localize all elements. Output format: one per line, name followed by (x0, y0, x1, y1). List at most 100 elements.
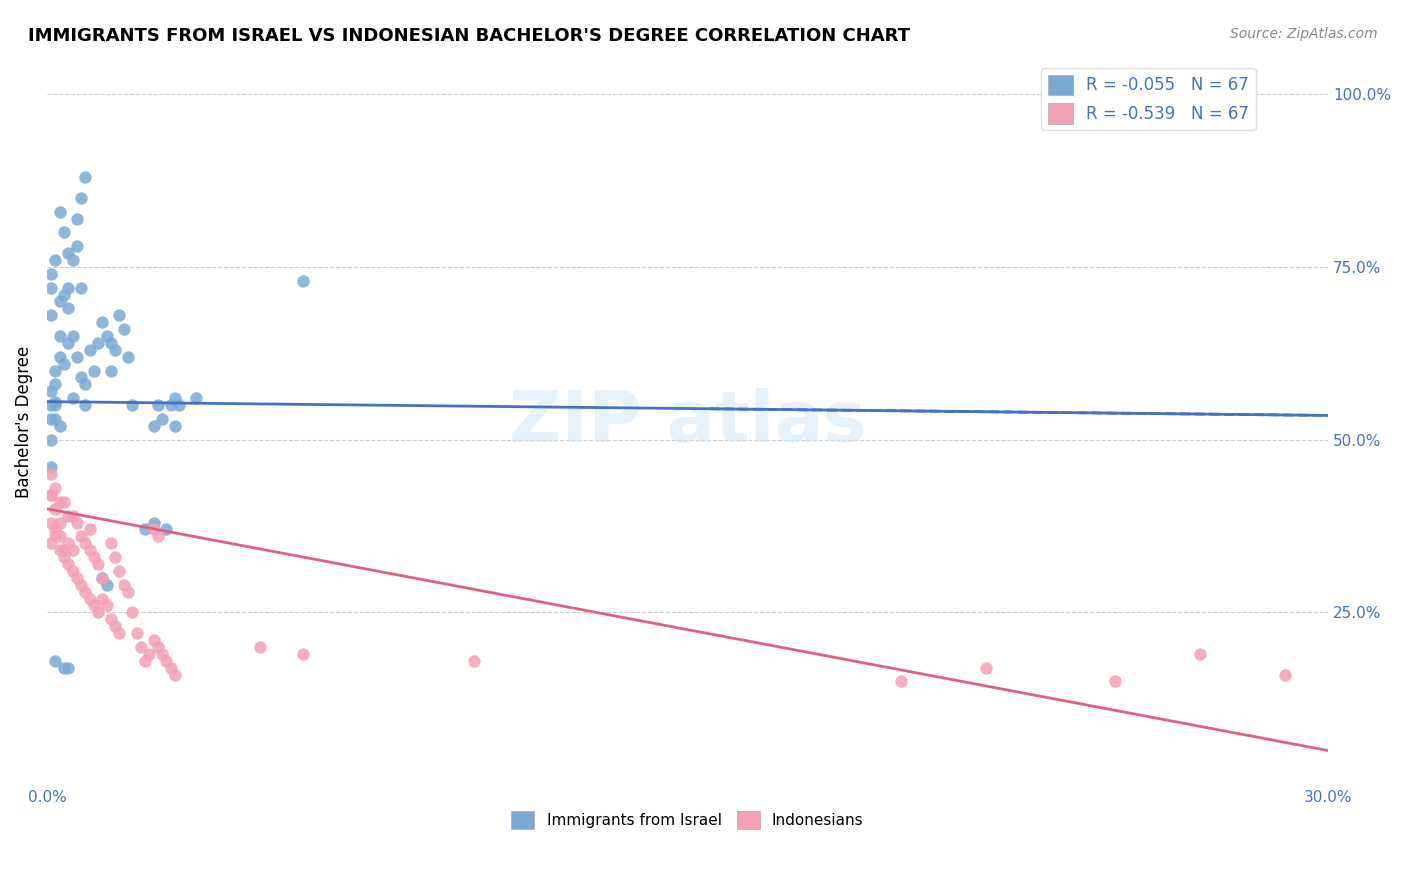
Point (169, 398, 191, 412)
Point (112, 322, 135, 336)
Point (91, 315, 114, 329)
Point (138, 647, 160, 661)
Point (52, 225, 75, 239)
Legend: Immigrants from Israel, Indonesians: Immigrants from Israel, Indonesians (505, 805, 870, 836)
Point (108, 626, 131, 640)
Y-axis label: Bachelor's Degree: Bachelor's Degree (15, 346, 32, 499)
Point (62, 329, 84, 343)
Point (48, 350, 70, 364)
Point (66, 211, 89, 226)
Point (44, 481, 66, 495)
Point (121, 605, 143, 619)
Point (91, 571, 114, 585)
Point (58, 536, 80, 550)
Point (142, 418, 165, 433)
Point (52, 660, 75, 674)
Point (890, 674, 912, 689)
Point (79, 523, 101, 537)
Point (117, 584, 139, 599)
Point (39, 488, 62, 502)
Point (70, 529, 93, 543)
Point (75, 377, 97, 392)
Point (62, 508, 84, 523)
Point (146, 640, 169, 654)
Point (48, 329, 70, 343)
Point (62, 543, 84, 558)
Point (44, 377, 66, 392)
Point (163, 667, 186, 681)
Point (39, 516, 62, 530)
Text: Source: ZipAtlas.com: Source: ZipAtlas.com (1230, 27, 1378, 41)
Point (62, 252, 84, 267)
Point (100, 335, 122, 350)
Point (142, 516, 165, 530)
Point (48, 418, 70, 433)
Point (159, 660, 181, 674)
Point (155, 523, 177, 537)
Point (91, 591, 114, 606)
Point (39, 433, 62, 447)
Point (58, 557, 80, 571)
Point (58, 246, 80, 260)
Point (39, 460, 62, 475)
Point (1274, 667, 1296, 681)
Point (39, 536, 62, 550)
Point (48, 204, 70, 219)
Point (75, 536, 97, 550)
Point (134, 523, 156, 537)
Point (39, 280, 62, 294)
Point (75, 169, 97, 184)
Point (100, 536, 122, 550)
Point (125, 626, 148, 640)
Point (100, 612, 122, 626)
Point (976, 660, 998, 674)
Point (96, 578, 118, 592)
Point (70, 191, 93, 205)
Point (91, 571, 114, 585)
Point (83, 599, 105, 613)
Point (100, 363, 122, 377)
Point (52, 357, 75, 371)
Point (58, 301, 80, 316)
Point (79, 591, 101, 606)
Point (70, 578, 93, 592)
Point (83, 363, 105, 377)
Point (108, 564, 131, 578)
Point (163, 418, 186, 433)
Point (58, 508, 80, 523)
Point (39, 467, 62, 482)
Point (39, 267, 62, 281)
Point (112, 578, 135, 592)
Point (146, 529, 169, 543)
Point (134, 654, 156, 668)
Point (75, 584, 97, 599)
Point (121, 398, 143, 412)
Point (463, 654, 485, 668)
Point (150, 647, 173, 661)
Point (75, 398, 97, 412)
Point (79, 343, 101, 357)
Point (87, 335, 110, 350)
Point (70, 370, 93, 384)
Point (52, 550, 75, 565)
Point (249, 640, 271, 654)
Point (1188, 647, 1211, 661)
Point (52, 495, 75, 509)
Point (146, 398, 169, 412)
Point (44, 654, 66, 668)
Point (104, 619, 127, 633)
Point (163, 391, 186, 405)
Point (58, 280, 80, 294)
Point (70, 280, 93, 294)
Point (186, 391, 208, 405)
Point (44, 252, 66, 267)
Point (104, 550, 127, 565)
Point (96, 329, 118, 343)
Point (48, 529, 70, 543)
Point (87, 605, 110, 619)
Point (292, 274, 315, 288)
Point (155, 654, 177, 668)
Point (87, 557, 110, 571)
Text: IMMIGRANTS FROM ISRAEL VS INDONESIAN BACHELOR'S DEGREE CORRELATION CHART: IMMIGRANTS FROM ISRAEL VS INDONESIAN BAC… (28, 27, 910, 45)
Point (44, 523, 66, 537)
